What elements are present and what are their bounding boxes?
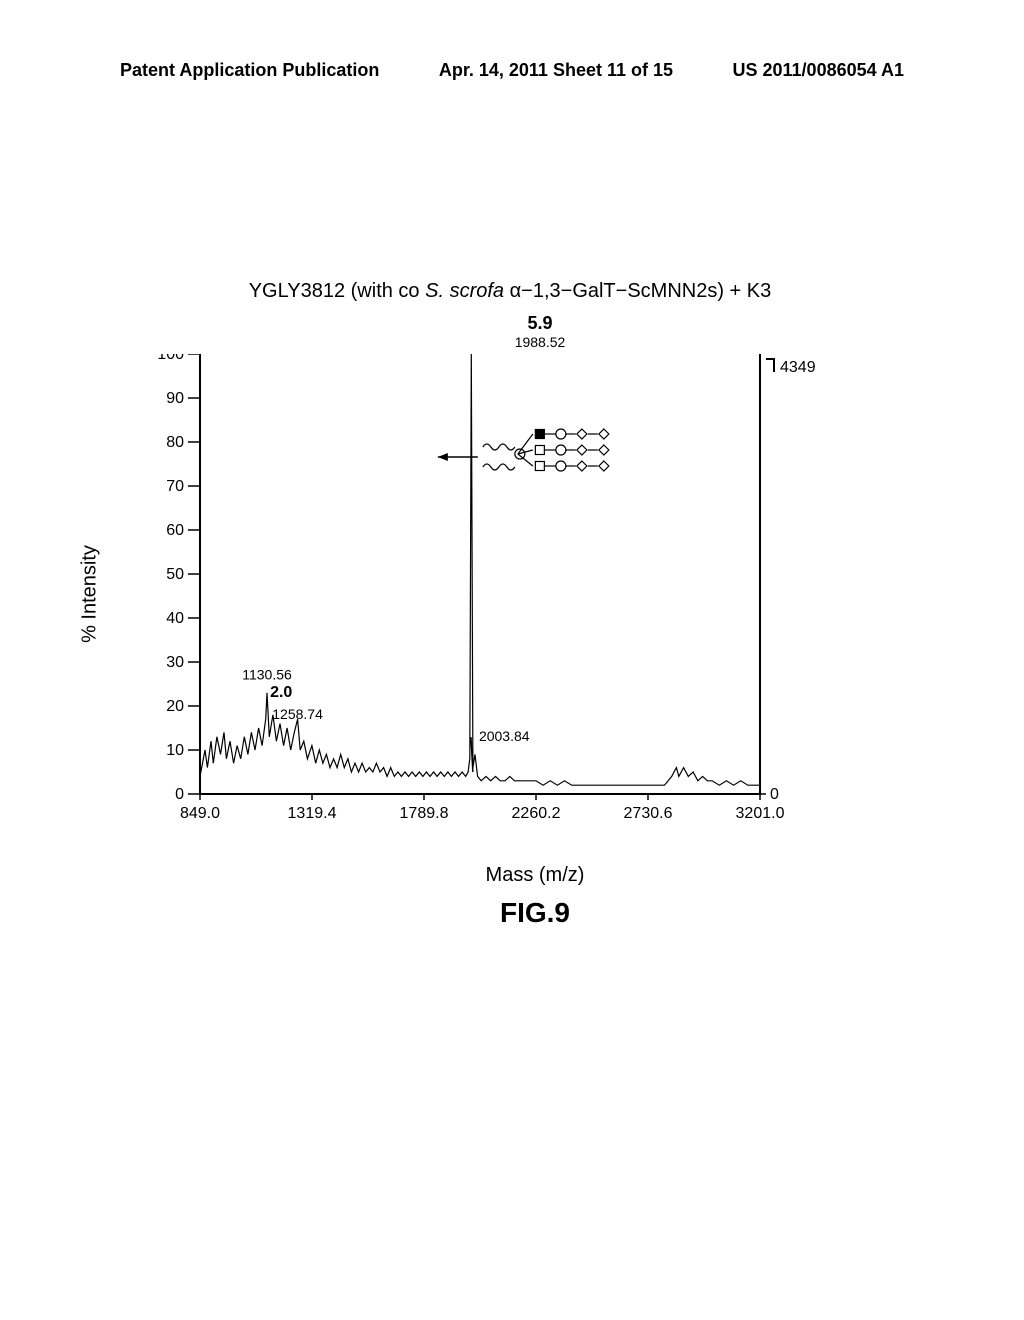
y-axis-label: % Intensity: [79, 545, 102, 643]
main-peak-label: 5.9: [180, 313, 900, 334]
svg-text:2260.2: 2260.2: [512, 805, 561, 822]
figure-container: YGLY3812 (with co S. scrofa α−1,3−GalT−S…: [120, 280, 900, 929]
svg-text:1319.4: 1319.4: [288, 805, 337, 822]
svg-text:2003.84: 2003.84: [479, 728, 530, 744]
header-right: US 2011/0086054 A1: [733, 60, 904, 81]
svg-text:100: 100: [157, 354, 184, 363]
svg-text:849.0: 849.0: [180, 805, 220, 822]
page-header: Patent Application Publication Apr. 14, …: [0, 60, 1024, 81]
svg-text:1258.74: 1258.74: [272, 706, 323, 722]
svg-text:20: 20: [166, 698, 184, 715]
main-peak-mass: 1988.52: [180, 334, 900, 350]
svg-text:1130.56: 1130.56: [242, 667, 292, 683]
svg-text:0: 0: [770, 786, 779, 803]
svg-text:4349: 4349: [780, 359, 816, 376]
svg-text:10: 10: [166, 742, 184, 759]
svg-text:1789.8: 1789.8: [400, 805, 449, 822]
svg-text:90: 90: [166, 390, 184, 407]
chart-title: YGLY3812 (with co S. scrofa α−1,3−GalT−S…: [120, 280, 900, 303]
chart-area: % Intensity 0102030405060708090100043498…: [120, 354, 900, 834]
title-prefix: YGLY3812 (with co: [249, 280, 425, 302]
figure-label: FIG.9: [170, 897, 900, 929]
svg-text:80: 80: [166, 434, 184, 451]
svg-text:2.0: 2.0: [270, 684, 292, 701]
svg-text:50: 50: [166, 566, 184, 583]
svg-text:2730.6: 2730.6: [624, 805, 673, 822]
title-italic: S. scrofa: [425, 280, 504, 302]
svg-text:60: 60: [166, 522, 184, 539]
svg-text:30: 30: [166, 654, 184, 671]
svg-text:70: 70: [166, 478, 184, 495]
svg-text:40: 40: [166, 610, 184, 627]
svg-text:0: 0: [175, 786, 184, 803]
mass-spectrum-chart: 0 10 20 30 40 50 60 70 80 90 100 0 4349 849.0 1319.4 17…: [120, 354, 900, 834]
header-left: Patent Application Publication: [120, 60, 379, 81]
svg-text:3201.0: 3201.0: [736, 805, 785, 822]
x-axis-label: Mass (m/z): [170, 864, 900, 887]
header-middle: Apr. 14, 2011 Sheet 11 of 15: [439, 60, 673, 81]
title-suffix: α−1,3−GalT−ScMNN2s) + K3: [504, 280, 771, 302]
